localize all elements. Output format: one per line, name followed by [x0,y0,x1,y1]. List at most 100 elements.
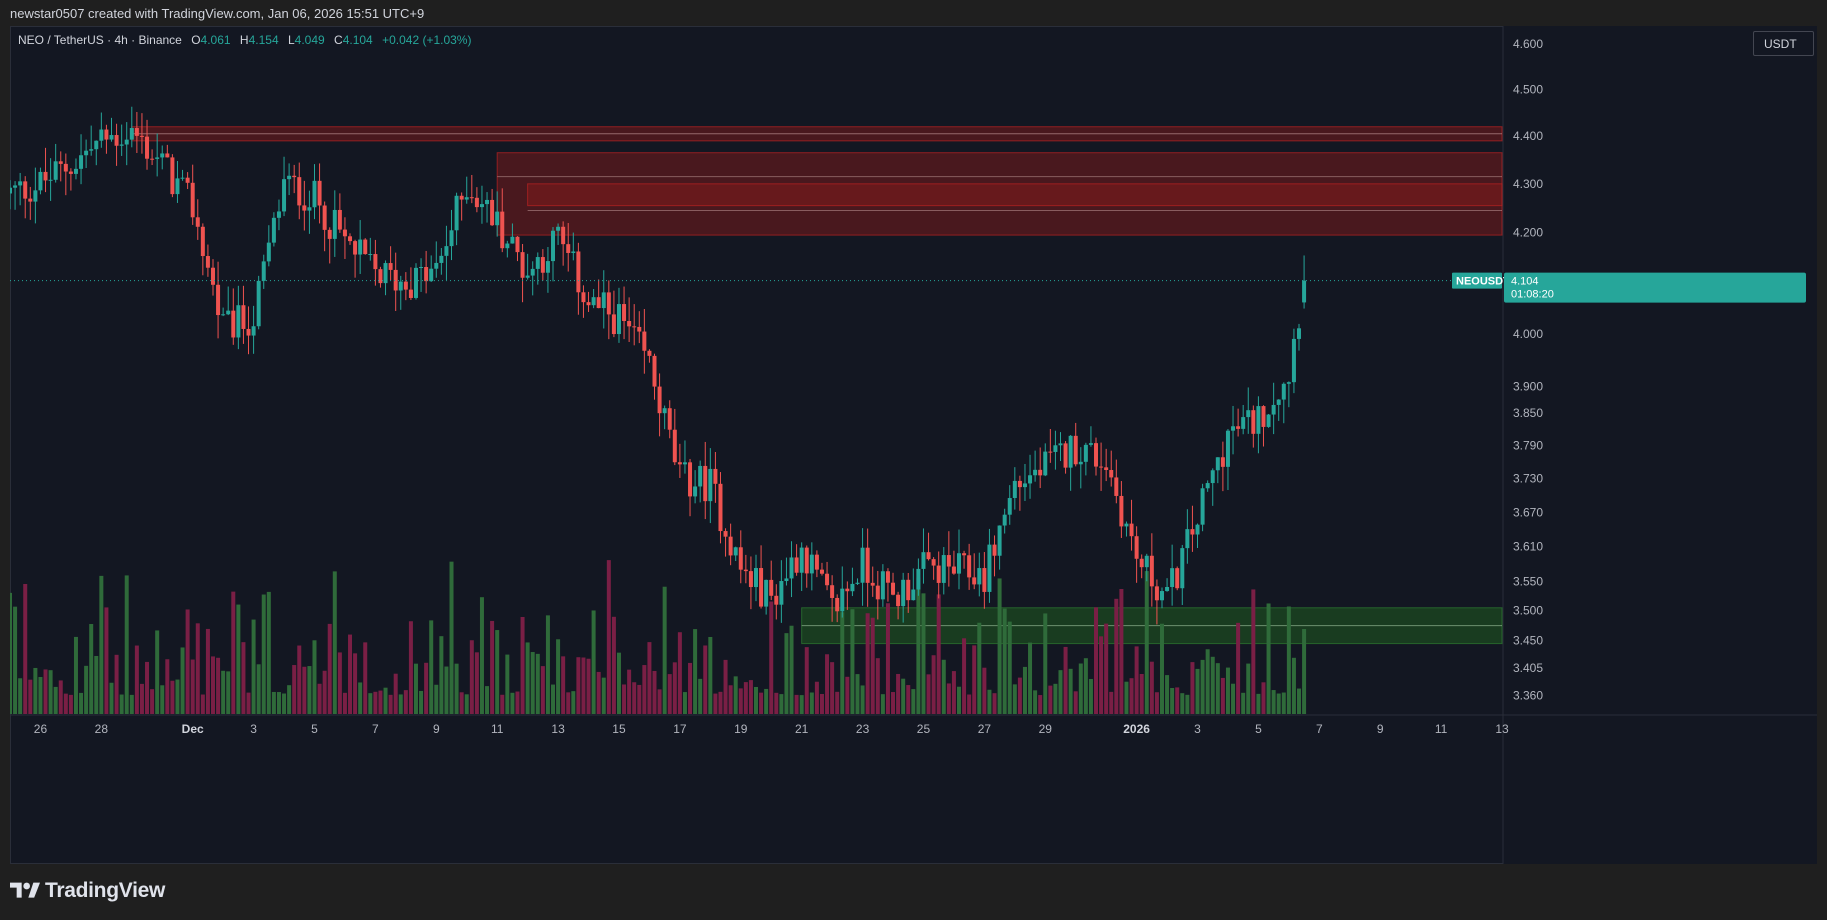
candlestick-chart[interactable]: 4.600 4.500 4.400 4.300 4.200 4.000 3.900 3.850… [10,26,1817,864]
price-tick-label: 3.550 [1513,574,1543,588]
candle-body [1215,457,1220,471]
volume-bar [1088,679,1093,714]
countdown-value: 01:08:20 [1511,289,1554,301]
candle-body [1185,529,1190,549]
candle-body [23,181,28,199]
candle-body [1241,417,1246,429]
candle-body [962,553,967,556]
candle-body [419,267,424,269]
time-tick-label: Dec [182,722,204,736]
volume-bar [10,592,12,714]
candle-body [322,205,327,230]
price-tick-label: 4.200 [1513,226,1543,240]
candle-body [1083,444,1088,462]
candle-body [459,195,464,200]
volume-bar [520,616,525,714]
volume-bar [23,583,28,714]
candle-body [139,135,144,137]
volume-bar [1114,598,1119,714]
symbol-legend: NEO / TetherUS · 4h · Binance O4.061 H4.… [18,33,471,47]
price-tick-label: 3.405 [1513,661,1543,675]
volume-bar [733,676,738,714]
time-tick-label: 9 [433,722,440,736]
candle-body [180,177,185,179]
candle-body [479,204,484,208]
volume-bar [1251,589,1256,714]
volume-bar [419,690,424,714]
volume-bar [967,694,972,714]
volume-bar [647,642,652,714]
candle-body [28,198,33,202]
time-tick-label: 28 [95,722,109,736]
volume-bar [1073,691,1078,714]
volume-bar [429,620,434,714]
volume-bar [1302,629,1307,714]
candle-body [200,226,205,257]
volume-bar [891,692,896,714]
candle-body [515,236,520,253]
candle-body [1297,328,1302,339]
candle-body [632,326,637,328]
volume-bar [424,662,429,714]
change-value: +0.042 (+1.03%) [382,33,472,47]
volume-bar [94,655,99,714]
candle-body [205,256,210,268]
volume-bar [68,694,73,714]
symbol-tag-label: NEOUSDT [1456,276,1510,288]
volume-bar [1119,589,1124,714]
volume-bar [1109,691,1114,714]
price-tick-label: 3.900 [1513,379,1543,393]
symbol-name[interactable]: NEO / TetherUS · 4h · Binance [18,33,182,47]
volume-bar [403,690,408,714]
candle-body [901,579,906,607]
volume-bar [789,625,794,714]
candle-body [1038,469,1043,476]
volume-bar [464,694,469,714]
candle-body [972,577,977,585]
time-tick-label: 7 [1316,722,1323,736]
candle-body [1007,498,1012,515]
candle-body [682,462,687,465]
candle-body [764,579,769,607]
volume-bar [677,632,682,714]
volume-bar [885,603,890,714]
volume-bar [89,624,94,714]
candle-body [946,555,951,567]
volume-bar [38,677,43,714]
volume-bar [738,688,743,714]
candle-body [1205,483,1210,489]
candle-body [830,585,835,598]
candle-body [1165,587,1170,592]
volume-bar [1007,621,1012,714]
volume-bar [332,571,337,714]
candle-body [759,568,764,607]
candle-body [216,284,221,316]
volume-bar [946,683,951,714]
volume-bar [1063,646,1068,714]
volume-bar [150,689,155,714]
volume-bar [880,694,885,714]
candle-body [581,292,586,303]
volume-bar [794,694,799,714]
currency-button[interactable]: USDT [1753,31,1814,56]
candle-body [794,557,799,573]
candle-body [297,177,302,206]
volume-bar [342,692,347,714]
time-tick-label: 5 [1255,722,1262,736]
volume-bar [1134,646,1139,714]
candle-body [992,544,997,556]
tradingview-brand[interactable]: TradingView [10,878,165,904]
time-tick-label: 5 [311,722,318,736]
candle-body [1261,406,1266,427]
time-tick-label: 26 [34,722,48,736]
candle-body [383,263,388,284]
volume-bar [1053,683,1058,714]
volume-bar [1002,608,1007,714]
volume-bar [1028,642,1033,714]
candle-body [1231,426,1236,431]
volume-bar [58,680,63,714]
volume-bar [571,691,576,714]
candle-body [1012,480,1017,499]
candle-body [941,555,946,583]
volume-bar [561,656,566,714]
